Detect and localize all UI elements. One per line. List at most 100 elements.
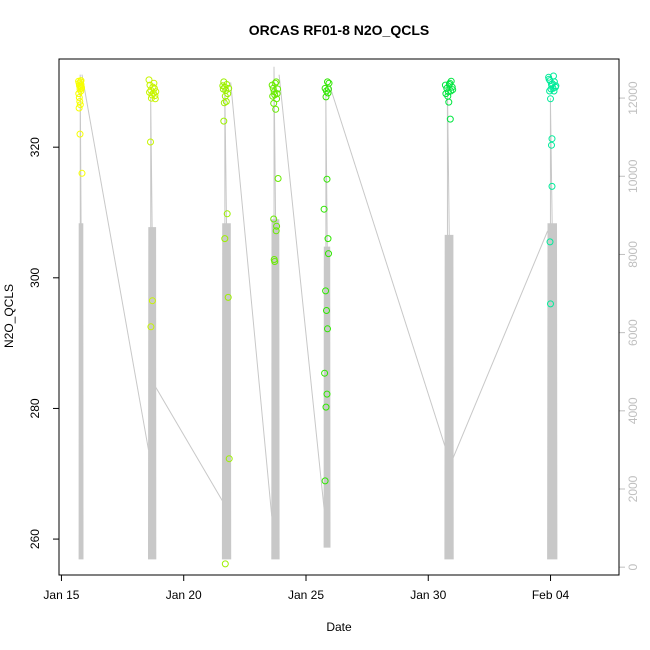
altitude-flight-trace	[78, 74, 84, 560]
data-point	[225, 84, 233, 92]
data-point	[548, 182, 556, 190]
data-point	[148, 297, 156, 305]
altitude-transit-segment	[230, 82, 273, 517]
data-point	[75, 94, 83, 101]
data-point	[220, 99, 228, 107]
data-point	[322, 403, 330, 411]
altitude-transit-segment	[155, 387, 223, 501]
data-point	[445, 98, 453, 106]
data-point	[547, 300, 554, 308]
data-point	[151, 95, 159, 103]
data-point	[150, 79, 158, 87]
data-point	[272, 105, 280, 113]
data-point	[548, 135, 556, 143]
data-point	[76, 101, 84, 109]
y2-tick-label: 4000	[626, 397, 640, 424]
data-point	[325, 85, 332, 93]
data-point	[272, 78, 280, 86]
data-point	[550, 72, 557, 80]
chart-title: ORCAS RF01-8 N2O_QCLS	[249, 22, 429, 38]
data-point	[222, 98, 230, 105]
data-point	[271, 91, 279, 99]
y2-tick-label: 12000	[626, 81, 640, 115]
data-point	[274, 85, 282, 93]
y2-tick-label: 0	[626, 564, 640, 571]
altitude-line-layer	[78, 66, 558, 560]
data-point	[324, 235, 332, 243]
altitude-flight-trace	[271, 66, 280, 560]
data-point	[221, 560, 229, 568]
data-point	[274, 175, 282, 182]
altitude-flight-trace	[547, 98, 558, 560]
y-tick-label: 260	[28, 529, 42, 549]
data-point	[223, 210, 231, 218]
data-point	[546, 87, 554, 95]
data-point	[220, 117, 228, 125]
plot-frame	[58, 58, 620, 576]
data-point	[448, 83, 456, 91]
data-point	[76, 130, 84, 138]
x-tick-label: Feb 04	[532, 588, 570, 602]
data-point	[270, 99, 278, 107]
data-point	[145, 76, 153, 84]
data-point	[272, 227, 280, 235]
data-point	[322, 287, 330, 295]
altitude-flight-trace	[148, 98, 157, 560]
data-point	[323, 175, 331, 183]
y-tick-label: 300	[28, 267, 42, 287]
y2-tick-label: 10000	[626, 159, 640, 193]
x-tick-label: Jan 30	[410, 588, 446, 602]
data-point	[322, 93, 330, 101]
data-point	[321, 369, 329, 377]
data-point	[219, 85, 227, 93]
x-tick-label: Jan 15	[43, 588, 79, 602]
data-point	[324, 325, 331, 333]
data-point	[150, 84, 158, 92]
data-point	[147, 323, 155, 331]
y-tick-label: 280	[28, 398, 42, 418]
data-point	[271, 258, 279, 265]
x-tick-label: Jan 25	[288, 588, 324, 602]
y2-tick-label: 2000	[626, 475, 640, 502]
data-point	[546, 238, 554, 246]
altitude-transit-segment	[452, 230, 549, 458]
data-point	[270, 215, 278, 223]
data-point	[323, 307, 330, 314]
data-point	[271, 79, 279, 87]
data-point	[321, 477, 329, 485]
data-point	[224, 293, 232, 301]
data-point	[223, 81, 231, 88]
altitude-transit-segment	[278, 74, 325, 509]
data-point	[324, 89, 332, 97]
y2-tick-label: 8000	[626, 241, 640, 268]
data-point	[551, 83, 559, 91]
data-point	[323, 390, 331, 398]
altitude-flight-trace	[444, 82, 454, 560]
data-point	[547, 95, 554, 103]
x-tick-label: Jan 20	[166, 588, 202, 602]
data-point	[273, 222, 281, 230]
data-points-layer	[75, 72, 560, 568]
data-point	[75, 104, 83, 112]
data-point	[548, 141, 555, 149]
data-point	[77, 82, 84, 90]
data-point	[447, 87, 455, 95]
data-point	[221, 92, 229, 100]
data-point	[550, 87, 558, 95]
data-point	[441, 81, 449, 89]
data-point	[147, 138, 154, 146]
y2-tick-label: 6000	[626, 319, 640, 346]
data-point	[221, 235, 229, 243]
altitude-flight-trace	[221, 86, 232, 560]
data-point	[325, 250, 332, 258]
altitude-transit-segment	[329, 86, 446, 447]
altitude-transit-segment	[81, 74, 149, 450]
data-point	[449, 86, 457, 94]
data-point	[78, 169, 86, 177]
data-point	[225, 455, 233, 463]
data-point	[324, 78, 331, 86]
data-point	[446, 115, 454, 123]
y-tick-label: 320	[28, 137, 42, 157]
data-point	[320, 205, 328, 213]
